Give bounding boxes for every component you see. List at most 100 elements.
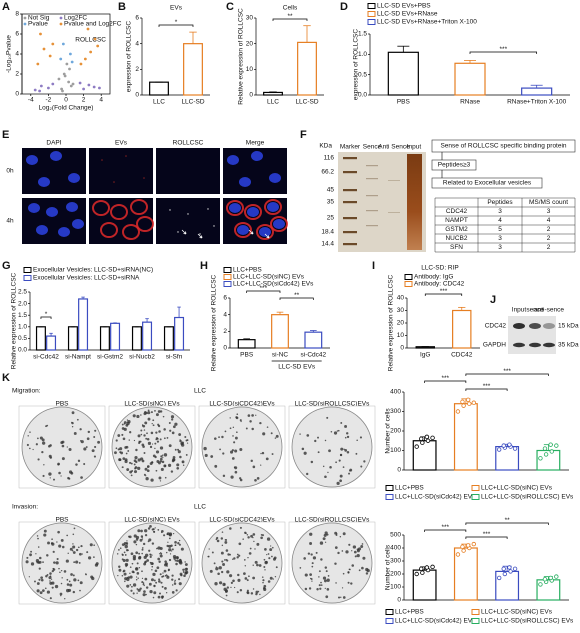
stained-cell [130, 462, 133, 465]
stained-cell [309, 577, 312, 580]
stained-cell [61, 457, 65, 461]
nucleus [267, 202, 279, 212]
stained-cell [68, 580, 71, 583]
transwell-well [291, 522, 373, 604]
stained-cell [149, 525, 152, 528]
stained-cell [124, 554, 127, 556]
stained-cell [274, 576, 277, 578]
stained-cell [152, 596, 155, 599]
stained-cell [30, 550, 33, 553]
stained-cell [341, 587, 344, 589]
legend-swatch [471, 485, 480, 491]
lane-label: Anti Sence [378, 144, 410, 151]
stained-cell [65, 559, 69, 563]
stained-cell [239, 448, 243, 452]
stained-cell [246, 591, 250, 595]
section-title: Invasion: [12, 504, 38, 511]
stained-cell [346, 450, 350, 454]
stained-cell [61, 545, 65, 549]
legend-label: LLC-SD EVs+RNase [377, 11, 438, 18]
y-tick-label: 500 [390, 532, 401, 539]
column-label: LLC-SD(siCDC42)EVs [209, 517, 275, 524]
stained-cell [361, 543, 364, 545]
stained-cell [122, 457, 126, 461]
bar [163, 326, 174, 351]
stained-cell [306, 434, 310, 437]
stained-cell [171, 574, 174, 577]
ev-dot [113, 181, 115, 183]
stained-cell [30, 562, 35, 566]
stained-cell [247, 414, 251, 417]
stained-cell [236, 413, 239, 416]
point [39, 32, 42, 36]
point [51, 42, 55, 46]
stained-cell [153, 579, 156, 582]
stained-cell [168, 532, 173, 536]
legend-label: Not Sig [28, 15, 50, 22]
stained-cell [39, 436, 43, 440]
column-label: LLC-SD(siROLLCSC)EVs [295, 517, 371, 524]
stained-cell [184, 561, 186, 563]
stained-cell [137, 434, 141, 438]
stained-cell [214, 437, 217, 440]
stained-cell [114, 451, 117, 455]
stained-cell [353, 550, 357, 554]
legend-label: Exocellular Vesicles: LLC-SD+siRNA [33, 275, 140, 282]
blot-band [529, 323, 541, 329]
stained-cell [123, 541, 127, 545]
stained-cell [173, 557, 177, 560]
stained-cell [46, 424, 49, 427]
stained-cell [327, 471, 329, 474]
data-point [554, 574, 559, 579]
stained-cell [38, 578, 41, 581]
stained-cell [342, 596, 346, 599]
data-point [542, 577, 548, 582]
stained-cell [249, 420, 252, 423]
stained-cell [181, 441, 185, 445]
stained-cell [154, 447, 156, 450]
stained-cell [233, 586, 236, 589]
stained-cell [326, 588, 330, 591]
bar [131, 326, 142, 351]
stained-cell [265, 457, 269, 461]
panel-letter: A [2, 1, 10, 13]
nucleus [36, 225, 48, 235]
stained-cell [49, 572, 52, 575]
stained-cell [29, 431, 31, 433]
stained-cell [351, 564, 355, 567]
stained-cell [211, 551, 214, 554]
stained-cell [71, 426, 74, 428]
stained-cell [155, 450, 160, 454]
point [87, 83, 91, 87]
stained-cell [252, 576, 256, 580]
stained-cell [174, 422, 178, 426]
stained-cell [318, 570, 321, 573]
stained-cell [173, 582, 177, 585]
stained-cell [72, 533, 75, 536]
legend-swatch [385, 618, 394, 624]
stained-cell [68, 447, 72, 452]
stained-cell [141, 581, 144, 584]
stained-cell [134, 456, 138, 460]
stained-cell [335, 582, 337, 584]
ev-dot [143, 177, 145, 179]
stained-cell [246, 533, 249, 536]
stained-cell [182, 568, 185, 571]
legend-swatch [471, 494, 480, 500]
stained-cell [230, 586, 232, 589]
stained-cell [145, 553, 149, 557]
stained-cell [86, 551, 89, 554]
stained-cell [160, 455, 163, 458]
stained-cell [58, 471, 61, 475]
stained-cell [127, 576, 131, 579]
legend-swatch [385, 494, 394, 500]
legend-label: LLC+LLC-SD(siCdc42) EVs [395, 494, 476, 501]
significance-bracket [424, 293, 463, 296]
data-point [512, 446, 518, 451]
stained-cell [143, 473, 146, 476]
error-bar [177, 306, 181, 318]
y-axis-label: Relative expression of ROLLCSC [238, 8, 245, 105]
stained-cell [159, 552, 162, 554]
y-axis-label: Relative expression of ROLLCSC [11, 272, 18, 369]
stained-cell [224, 539, 227, 541]
